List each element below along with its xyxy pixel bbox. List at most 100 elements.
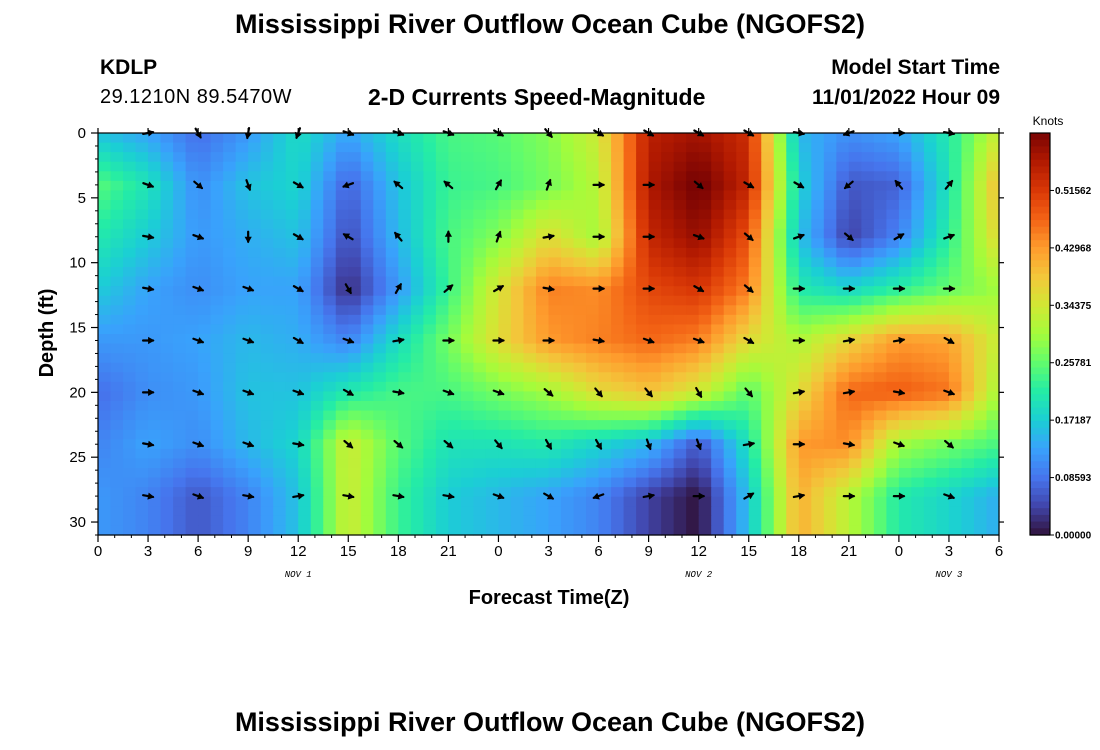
heatmap-cell bbox=[973, 506, 988, 517]
heatmap-cell bbox=[723, 190, 737, 201]
heatmap-cell bbox=[961, 267, 975, 278]
heatmap-cell bbox=[298, 276, 312, 287]
heatmap-cell bbox=[936, 190, 950, 201]
heatmap-cell bbox=[198, 200, 212, 211]
heatmap-cell bbox=[723, 401, 737, 412]
heatmap-cell bbox=[611, 171, 625, 182]
heatmap-cell bbox=[98, 391, 112, 402]
heatmap-cell bbox=[285, 410, 299, 421]
heatmap-cell bbox=[611, 190, 625, 201]
heatmap-cell bbox=[586, 276, 600, 287]
heatmap-cell bbox=[611, 458, 625, 469]
heatmap-cell bbox=[485, 314, 500, 326]
heatmap-cell bbox=[673, 171, 687, 182]
heatmap-cell bbox=[148, 267, 162, 278]
heatmap-cell bbox=[811, 247, 825, 259]
heatmap-cell bbox=[223, 343, 237, 354]
heatmap-cell bbox=[535, 506, 550, 517]
colorbar-segment bbox=[1030, 481, 1050, 489]
heatmap-cell bbox=[923, 468, 938, 479]
heatmap-cell bbox=[123, 324, 137, 335]
heatmap-cell bbox=[598, 152, 612, 163]
heatmap-cell bbox=[198, 314, 212, 326]
heatmap-cell bbox=[135, 238, 149, 249]
heatmap-cell bbox=[435, 391, 449, 402]
heatmap-cell bbox=[448, 228, 462, 239]
heatmap-cell bbox=[110, 142, 124, 153]
heatmap-cell bbox=[498, 324, 512, 335]
y-tick-label: 5 bbox=[78, 190, 86, 207]
heatmap-cell bbox=[235, 372, 249, 383]
heatmap-cell bbox=[686, 228, 700, 239]
heatmap-cell bbox=[586, 324, 600, 335]
colorbar-segment bbox=[1030, 514, 1050, 523]
heatmap-cell bbox=[110, 429, 124, 440]
heatmap-cell bbox=[898, 295, 912, 306]
heatmap-cell bbox=[148, 381, 162, 393]
heatmap-cell bbox=[798, 439, 812, 450]
heatmap-cell bbox=[986, 458, 1000, 469]
heatmap-cell bbox=[561, 458, 575, 469]
heatmap-cell bbox=[773, 458, 787, 469]
heatmap-cell bbox=[911, 180, 925, 192]
heatmap-cell bbox=[686, 334, 700, 345]
heatmap-cell bbox=[223, 314, 237, 326]
heatmap-cell bbox=[761, 286, 775, 297]
heatmap-cell bbox=[961, 180, 975, 192]
heatmap-cell bbox=[98, 228, 112, 239]
heatmap-cell bbox=[898, 180, 912, 192]
heatmap-cell bbox=[385, 515, 399, 527]
heatmap-cell bbox=[398, 372, 412, 383]
heatmap-cell bbox=[598, 391, 612, 402]
heatmap-cell bbox=[173, 267, 187, 278]
heatmap-cell bbox=[273, 200, 287, 211]
heatmap-cell bbox=[736, 267, 750, 278]
heatmap-cell bbox=[673, 219, 687, 230]
heatmap-cell bbox=[323, 161, 337, 172]
heatmap-cell bbox=[748, 305, 762, 316]
heatmap-cell bbox=[335, 286, 349, 297]
heatmap-cell bbox=[148, 506, 162, 517]
x-tick-label: 0 bbox=[494, 543, 502, 560]
heatmap-cell bbox=[948, 171, 963, 182]
heatmap-cell bbox=[886, 286, 900, 297]
heatmap-cell bbox=[310, 228, 324, 239]
heatmap-cell bbox=[873, 343, 887, 354]
current-vector-arrow bbox=[292, 440, 305, 448]
heatmap-cell bbox=[173, 209, 187, 220]
heatmap-cell bbox=[723, 219, 737, 230]
heatmap-cell bbox=[235, 468, 249, 479]
heatmap-cell bbox=[848, 334, 862, 345]
heatmap-cell bbox=[848, 238, 862, 249]
heatmap-cell bbox=[385, 247, 399, 259]
heatmap-cell bbox=[123, 429, 137, 440]
heatmap-cell bbox=[485, 142, 500, 153]
heatmap-cell bbox=[485, 152, 500, 163]
heatmap-cell bbox=[123, 209, 137, 220]
heatmap-cell bbox=[423, 429, 437, 440]
heatmap-cell bbox=[886, 305, 900, 316]
heatmap-cell bbox=[548, 286, 562, 297]
heatmap-cell bbox=[410, 477, 424, 488]
heatmap-cell bbox=[711, 180, 725, 192]
x-tick-label: 3 bbox=[144, 543, 152, 560]
heatmap-cell bbox=[623, 286, 637, 297]
heatmap-cell bbox=[798, 142, 812, 153]
heatmap-cell bbox=[936, 267, 950, 278]
heatmap-cell bbox=[423, 190, 437, 201]
heatmap-cell bbox=[123, 171, 137, 182]
heatmap-cell bbox=[798, 353, 812, 364]
heatmap-cell bbox=[848, 247, 862, 259]
heatmap-cell bbox=[873, 429, 887, 440]
heatmap-cell bbox=[948, 180, 963, 192]
heatmap-cell bbox=[711, 420, 725, 431]
current-vector-arrow bbox=[942, 285, 956, 293]
heatmap-cell bbox=[836, 161, 850, 172]
heatmap-cell bbox=[360, 228, 374, 239]
heatmap-cell bbox=[248, 525, 262, 536]
heatmap-cell bbox=[160, 391, 174, 402]
heatmap-cell bbox=[811, 353, 825, 364]
heatmap-cell bbox=[848, 257, 862, 268]
heatmap-cell bbox=[611, 276, 625, 287]
heatmap-cell bbox=[661, 219, 675, 230]
